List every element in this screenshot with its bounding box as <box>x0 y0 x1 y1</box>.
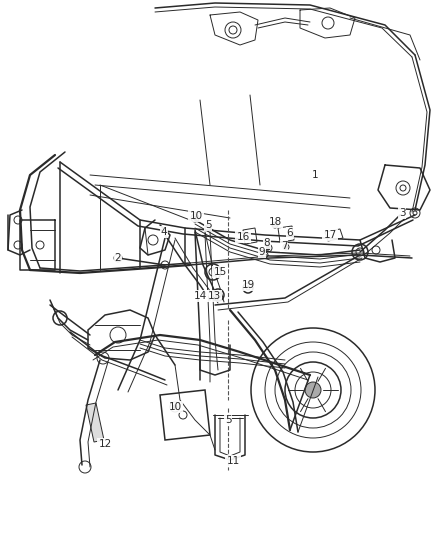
Circle shape <box>266 246 270 250</box>
Text: 2: 2 <box>115 253 121 263</box>
Text: 16: 16 <box>237 232 250 242</box>
Text: 7: 7 <box>281 241 287 251</box>
Circle shape <box>193 216 197 220</box>
Polygon shape <box>86 403 104 442</box>
Circle shape <box>285 246 287 248</box>
Text: 19: 19 <box>241 280 254 290</box>
Text: 9: 9 <box>259 247 265 257</box>
Text: 5: 5 <box>205 220 211 230</box>
Text: 17: 17 <box>323 230 337 240</box>
Text: 15: 15 <box>213 267 226 277</box>
Circle shape <box>272 222 278 228</box>
Text: 13: 13 <box>207 291 221 301</box>
Text: 5: 5 <box>225 415 231 425</box>
Text: 10: 10 <box>169 402 182 412</box>
Circle shape <box>173 405 177 409</box>
Text: 11: 11 <box>226 456 240 466</box>
Text: 3: 3 <box>399 208 405 218</box>
Text: 10: 10 <box>190 211 202 221</box>
Text: 14: 14 <box>193 291 207 301</box>
Text: 8: 8 <box>264 238 270 248</box>
Text: 12: 12 <box>99 439 112 449</box>
Circle shape <box>305 382 321 398</box>
Text: 4: 4 <box>161 227 167 237</box>
Text: 1: 1 <box>312 170 318 180</box>
Text: 18: 18 <box>268 217 282 227</box>
Text: 6: 6 <box>287 228 293 238</box>
